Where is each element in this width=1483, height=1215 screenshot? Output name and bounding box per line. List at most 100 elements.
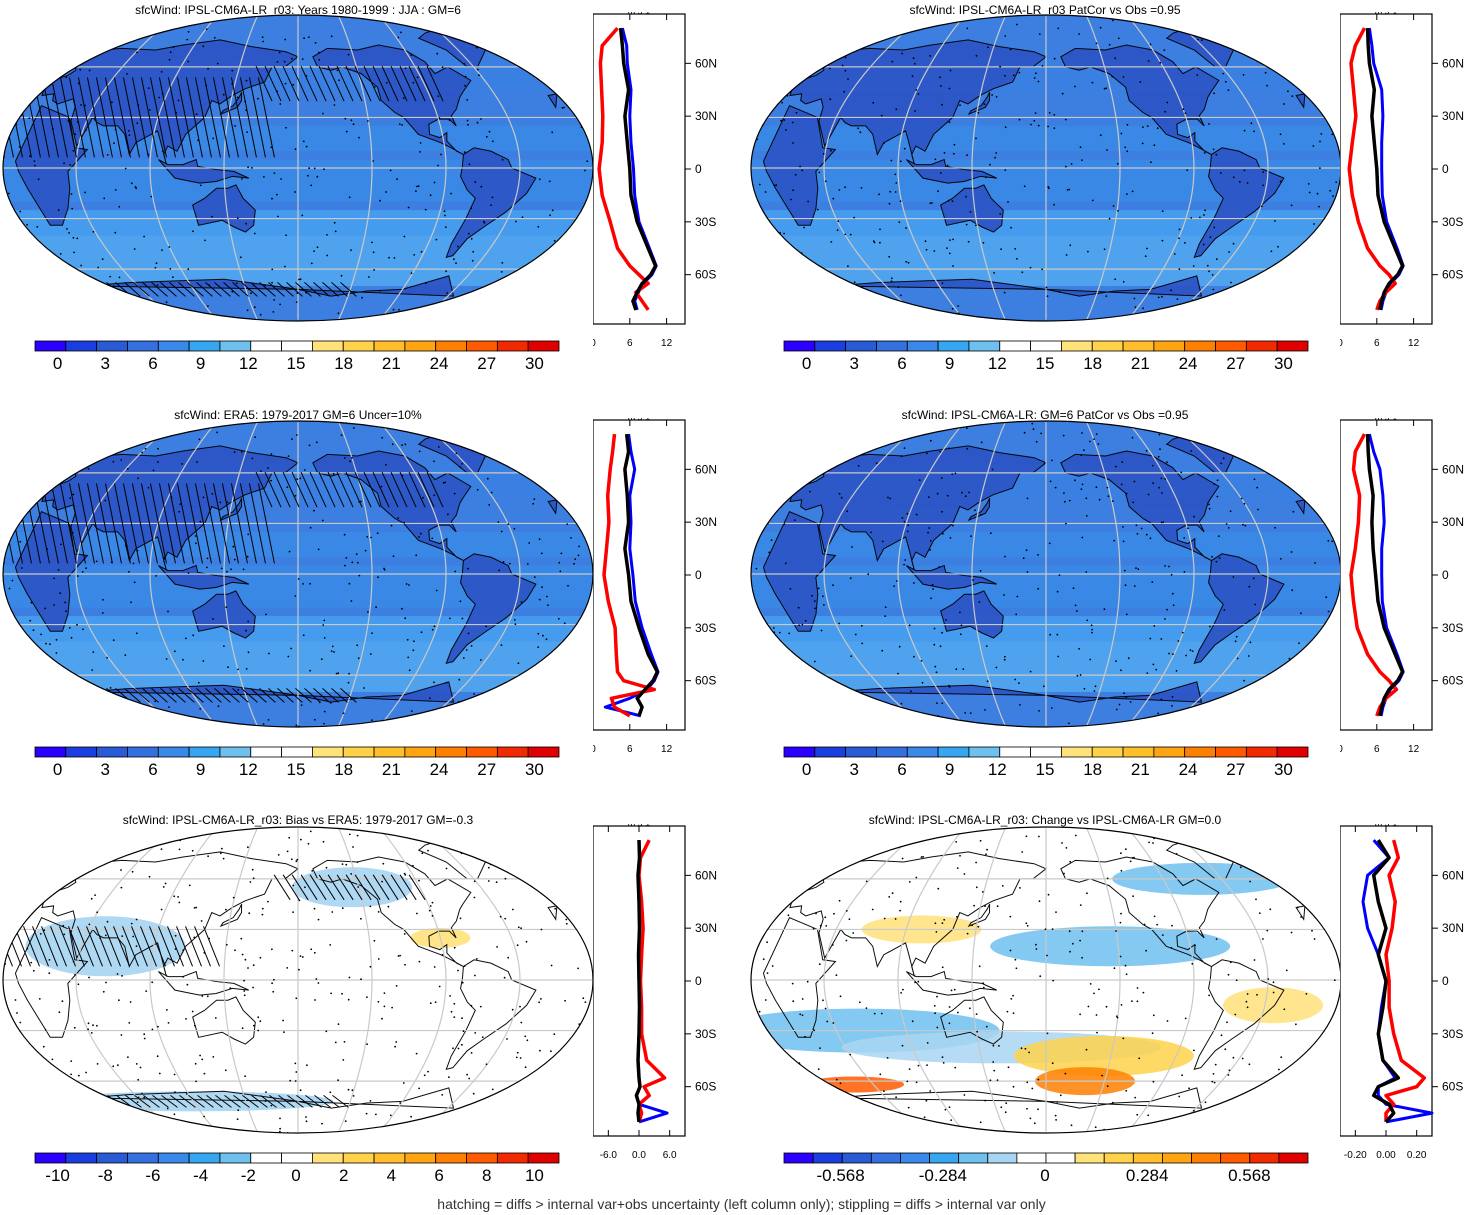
colorbar-swatch <box>876 340 908 352</box>
colorbar-swatch <box>188 340 221 352</box>
longitude-line <box>1126 827 1195 1133</box>
colorbar-swatch <box>527 746 560 758</box>
colorbar-tick-label: 24 <box>1178 760 1198 779</box>
continent-indonesia <box>906 564 997 590</box>
continent-europeAsia <box>789 39 1047 165</box>
profile-line-red <box>602 433 657 718</box>
colorbar-swatch <box>1184 746 1216 758</box>
longitude-line <box>1167 15 1269 321</box>
profile-line-black <box>634 840 642 1123</box>
world-map <box>750 420 1342 728</box>
profile-line-red <box>1347 27 1397 311</box>
panel-title: sfcWind: IPSL-CM6A-LR_r03 PatCor vs Obs … <box>909 3 1181 17</box>
profile-ytick-label: 30S <box>695 215 716 229</box>
colorbar-swatch <box>496 340 529 352</box>
colorbar-tick-label: 2 <box>338 1166 349 1185</box>
colorbar-tick-label: 30 <box>1273 760 1293 779</box>
continent-europeAsia <box>1295 499 1306 515</box>
colorbar-swatch <box>219 340 252 352</box>
longitude-line <box>897 827 966 1133</box>
colorbar-swatch <box>34 1152 67 1164</box>
colorbar-swatch <box>906 340 939 352</box>
profile-xtick-label: 6 <box>627 744 633 755</box>
panel-title: sfcWind: IPSL-CM6A-LR_r03: Years 1980-19… <box>135 3 461 17</box>
continent-northAmerica <box>312 856 472 967</box>
continent-europeAsia <box>789 445 1047 571</box>
panel-title: sfcWind: IPSL-CM6A-LR_r03: Change vs IPS… <box>868 813 1222 827</box>
colorbar-tick-label: 24 <box>429 354 449 373</box>
longitude-line <box>338 16 373 320</box>
colorbar-swatch <box>373 340 406 352</box>
change-region <box>1223 987 1324 1024</box>
longitude-line <box>971 422 1006 726</box>
continent-northAmerica <box>312 44 472 155</box>
colorbar-swatch <box>404 340 437 352</box>
profile-ytick-label: 0 <box>1442 162 1449 176</box>
colorbar-swatch <box>870 1152 901 1164</box>
colorbar-tick-label: 15 <box>286 760 306 779</box>
colorbar-swatch <box>404 746 437 758</box>
longitude-line <box>338 828 373 1132</box>
colorbar-swatch <box>312 1152 344 1164</box>
colorbar-tick-label: 0.568 <box>1228 1166 1271 1185</box>
profile-ytick-label: 30S <box>695 621 716 635</box>
profile-xtick-label: 12 <box>661 338 673 349</box>
colorbar-swatch <box>906 746 939 758</box>
colorbar-tick-label: 0.284 <box>1125 1166 1169 1185</box>
world-map <box>2 420 594 728</box>
colorbar-tick-label: 30 <box>524 760 544 779</box>
colorbar-swatch <box>900 1152 930 1164</box>
colorbar-tick-label: 3 <box>100 760 110 779</box>
longitude-line <box>223 422 258 726</box>
profile-frame <box>593 13 686 325</box>
continent-northAmerica <box>1060 44 1220 155</box>
colorbar-swatch <box>342 340 375 352</box>
colorbar-swatch <box>1215 340 1247 352</box>
colorbar-swatch <box>1061 746 1093 758</box>
colorbar-swatch <box>466 1152 498 1164</box>
figure-footnote: hatching = diffs > internal var+obs unce… <box>437 1196 1046 1212</box>
colorbar-swatch <box>373 746 406 758</box>
colorbar-tick-label: 18 <box>334 760 354 779</box>
colorbar-swatch <box>312 746 344 758</box>
colorbar <box>783 746 1309 758</box>
profile-ytick-label: 0 <box>1442 974 1449 988</box>
world-map <box>750 14 1342 322</box>
continent-australia <box>192 590 256 639</box>
continent-australia <box>940 996 1004 1045</box>
colorbar-tick-label: 30 <box>524 354 544 373</box>
profile-ytick-label: 30S <box>695 1027 716 1041</box>
colorbar-tick-label: 18 <box>1083 760 1103 779</box>
profile-line-red <box>1384 839 1427 1122</box>
colorbar-tick-label: 6 <box>897 760 907 779</box>
colorbar-swatch <box>937 746 970 758</box>
colorbar-swatch <box>1103 1152 1134 1164</box>
panel-title: sfcWind: ERA5: 1979-2017 GM=6 Uncer=10% <box>174 408 422 422</box>
colorbar-swatch <box>527 1152 560 1164</box>
longitude-line <box>338 422 373 726</box>
colorbar-swatch <box>250 1152 282 1164</box>
longitude-line <box>378 15 447 321</box>
profile-ytick-label: 30N <box>1442 921 1464 935</box>
profile-xtick-label: 6.0 <box>663 1150 677 1161</box>
profile-xtick-label: -6.0 <box>600 1150 618 1161</box>
colorbar-swatch <box>929 1152 960 1164</box>
colorbar-swatch <box>876 746 908 758</box>
colorbar-tick-label: 9 <box>944 354 955 373</box>
continent-japan <box>219 903 243 928</box>
zonal-mean-profile: m s-160N30N030S60S-6.00.06.0 <box>593 824 717 1161</box>
profile-line-black <box>618 27 658 311</box>
profile-ytick-label: 30N <box>695 921 717 935</box>
profile-xtick-label: 6 <box>1374 744 1380 755</box>
panel-title: sfcWind: IPSL-CM6A-LR_r03: Bias vs ERA5:… <box>122 813 474 827</box>
stippling <box>751 15 1341 321</box>
colorbar-swatch <box>1122 746 1155 758</box>
profile-xtick-label: 6 <box>1374 338 1380 349</box>
colorbar <box>783 1152 1309 1164</box>
colorbar-tick-label: 4 <box>386 1166 397 1185</box>
colorbar-swatch <box>1184 340 1216 352</box>
profile-ytick-label: 60S <box>1442 1080 1463 1094</box>
colorbar-swatch <box>999 746 1031 758</box>
colorbar-swatch <box>188 746 221 758</box>
colorbar-swatch <box>342 746 375 758</box>
